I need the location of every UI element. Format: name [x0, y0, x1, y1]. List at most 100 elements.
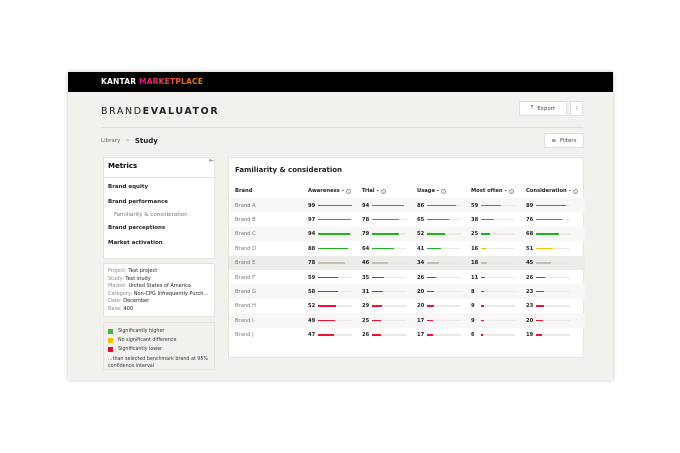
metric-value: 18 — [471, 260, 479, 267]
bar-fill — [372, 290, 383, 293]
export-button[interactable]: ⤒ Export — [519, 101, 567, 116]
table-row[interactable]: Brand H 52 29 20 9 23 — [229, 299, 585, 313]
legend-swatch — [108, 347, 113, 352]
bar-fill — [372, 262, 388, 264]
bar-fill — [318, 305, 336, 307]
card-title: Familiarity & consideration — [235, 166, 343, 174]
bar-track — [536, 334, 570, 336]
sort-icon[interactable]: - — [376, 188, 379, 194]
chevron-right-icon: > — [125, 138, 130, 144]
brand-name: Brand A — [235, 202, 256, 209]
sort-icon[interactable]: - — [437, 188, 440, 194]
title-bold: EVALUATOR — [142, 106, 220, 117]
sidebar-item[interactable]: Brand equity — [108, 184, 149, 190]
metric-value: 45 — [526, 260, 534, 267]
bar-fill — [318, 218, 351, 221]
table-row[interactable]: Brand F 59 35 26 11 26 — [229, 270, 585, 284]
brand-name: Brand E — [235, 260, 256, 267]
legend-note: ...than selected benchmark brand at 95% … — [108, 357, 208, 369]
bar-fill — [536, 334, 543, 336]
sidebar-item[interactable]: Brand perceptions — [108, 225, 166, 231]
bar-fill — [318, 262, 345, 264]
metric-value: 25 — [471, 231, 479, 238]
table-row[interactable]: Brand G 58 31 20 8 23 — [229, 284, 585, 299]
column-header[interactable]: Usage -i — [417, 188, 447, 194]
sort-icon[interactable]: - — [341, 188, 344, 194]
more-icon: ⋮ — [573, 105, 580, 112]
column-header[interactable]: Consideration -i — [526, 188, 578, 194]
bar-track — [427, 305, 461, 307]
metric-value: 35 — [362, 274, 370, 281]
metric-value: 23 — [526, 303, 534, 310]
metric-value: 68 — [526, 231, 534, 238]
column-header[interactable]: Awareness -i — [308, 188, 351, 194]
table-row[interactable]: Brand B 97 78 65 38 76 — [229, 212, 585, 226]
bar-fill — [536, 233, 560, 235]
info-value: United States of America — [128, 283, 191, 290]
bar-fill — [427, 305, 434, 307]
sidebar-item[interactable]: Familiarity & consideration — [114, 212, 188, 218]
info-icon[interactable]: i — [572, 188, 578, 194]
info-icon[interactable]: i — [380, 188, 386, 194]
metric-value: 46 — [362, 260, 370, 267]
metric-value: 89 — [526, 202, 534, 209]
brand-column-header: Brand — [235, 188, 253, 194]
bar-fill — [427, 262, 439, 264]
bar-track — [318, 290, 352, 293]
bar-fill — [372, 305, 382, 307]
column-header[interactable]: Trial -i — [362, 188, 386, 194]
sort-icon[interactable]: - — [504, 188, 507, 194]
bar-fill — [318, 290, 338, 293]
legend-panel: Significantly higher No significant diffe… — [103, 322, 215, 370]
bar-track — [481, 233, 515, 235]
bar-fill — [318, 233, 350, 235]
metric-value: 47 — [308, 332, 316, 339]
bar-fill — [427, 290, 434, 293]
metric-value: 23 — [526, 288, 534, 295]
bar-track — [372, 262, 406, 264]
bar-fill — [318, 204, 352, 207]
info-icon[interactable]: i — [508, 188, 514, 194]
sort-icon[interactable]: - — [568, 188, 571, 194]
table-row[interactable]: Brand J 47 26 17 6 19 — [229, 328, 585, 342]
bar-track — [481, 218, 515, 221]
metric-value: 94 — [308, 231, 316, 238]
export-label: Export — [537, 105, 556, 112]
filters-button[interactable]: ≡ Filters — [544, 133, 584, 148]
legend-swatch — [108, 338, 113, 343]
metric-value: 11 — [471, 274, 479, 281]
metric-value: 17 — [417, 332, 425, 339]
column-header[interactable]: Most often -i — [471, 188, 514, 194]
info-icon[interactable]: i — [441, 188, 447, 194]
bar-fill — [536, 305, 544, 307]
metric-value: 8 — [471, 288, 475, 295]
bar-fill — [481, 290, 484, 293]
breadcrumb-library[interactable]: Library — [101, 138, 121, 144]
bar-track — [427, 319, 461, 322]
info-label: Base: — [108, 305, 122, 312]
bar-track — [536, 247, 570, 250]
bar-fill — [536, 262, 552, 264]
metric-value: 88 — [308, 245, 316, 252]
bar-fill — [427, 218, 450, 221]
metric-value: 26 — [362, 332, 370, 339]
bar-fill — [427, 276, 436, 279]
table-row[interactable]: Brand C 94 79 52 25 68 — [229, 226, 585, 242]
table-row[interactable]: Brand I 49 25 17 9 20 — [229, 313, 585, 328]
metric-value: 78 — [362, 216, 370, 223]
filter-icon: ≡ — [551, 137, 557, 144]
table-row[interactable]: Brand E 78 46 34 18 45 — [229, 255, 585, 270]
table-row[interactable]: Brand A 99 94 86 59 89 — [229, 198, 585, 213]
sidebar-item[interactable]: Market activation — [108, 239, 163, 246]
more-button[interactable]: ⋮ — [570, 101, 583, 116]
info-icon[interactable]: i — [345, 188, 351, 194]
sidebar-item[interactable]: Brand performance — [108, 198, 168, 205]
brand-name: Brand C — [235, 231, 256, 238]
metric-value: 20 — [417, 303, 425, 310]
legend-label: No significant difference — [118, 338, 177, 343]
bar-fill — [536, 218, 562, 221]
breadcrumb: Library > Study — [101, 137, 158, 145]
table-row[interactable]: Brand D 88 64 41 16 51 — [229, 241, 585, 255]
collapse-icon[interactable]: ⇤ — [208, 157, 214, 164]
bar-track — [536, 218, 570, 221]
